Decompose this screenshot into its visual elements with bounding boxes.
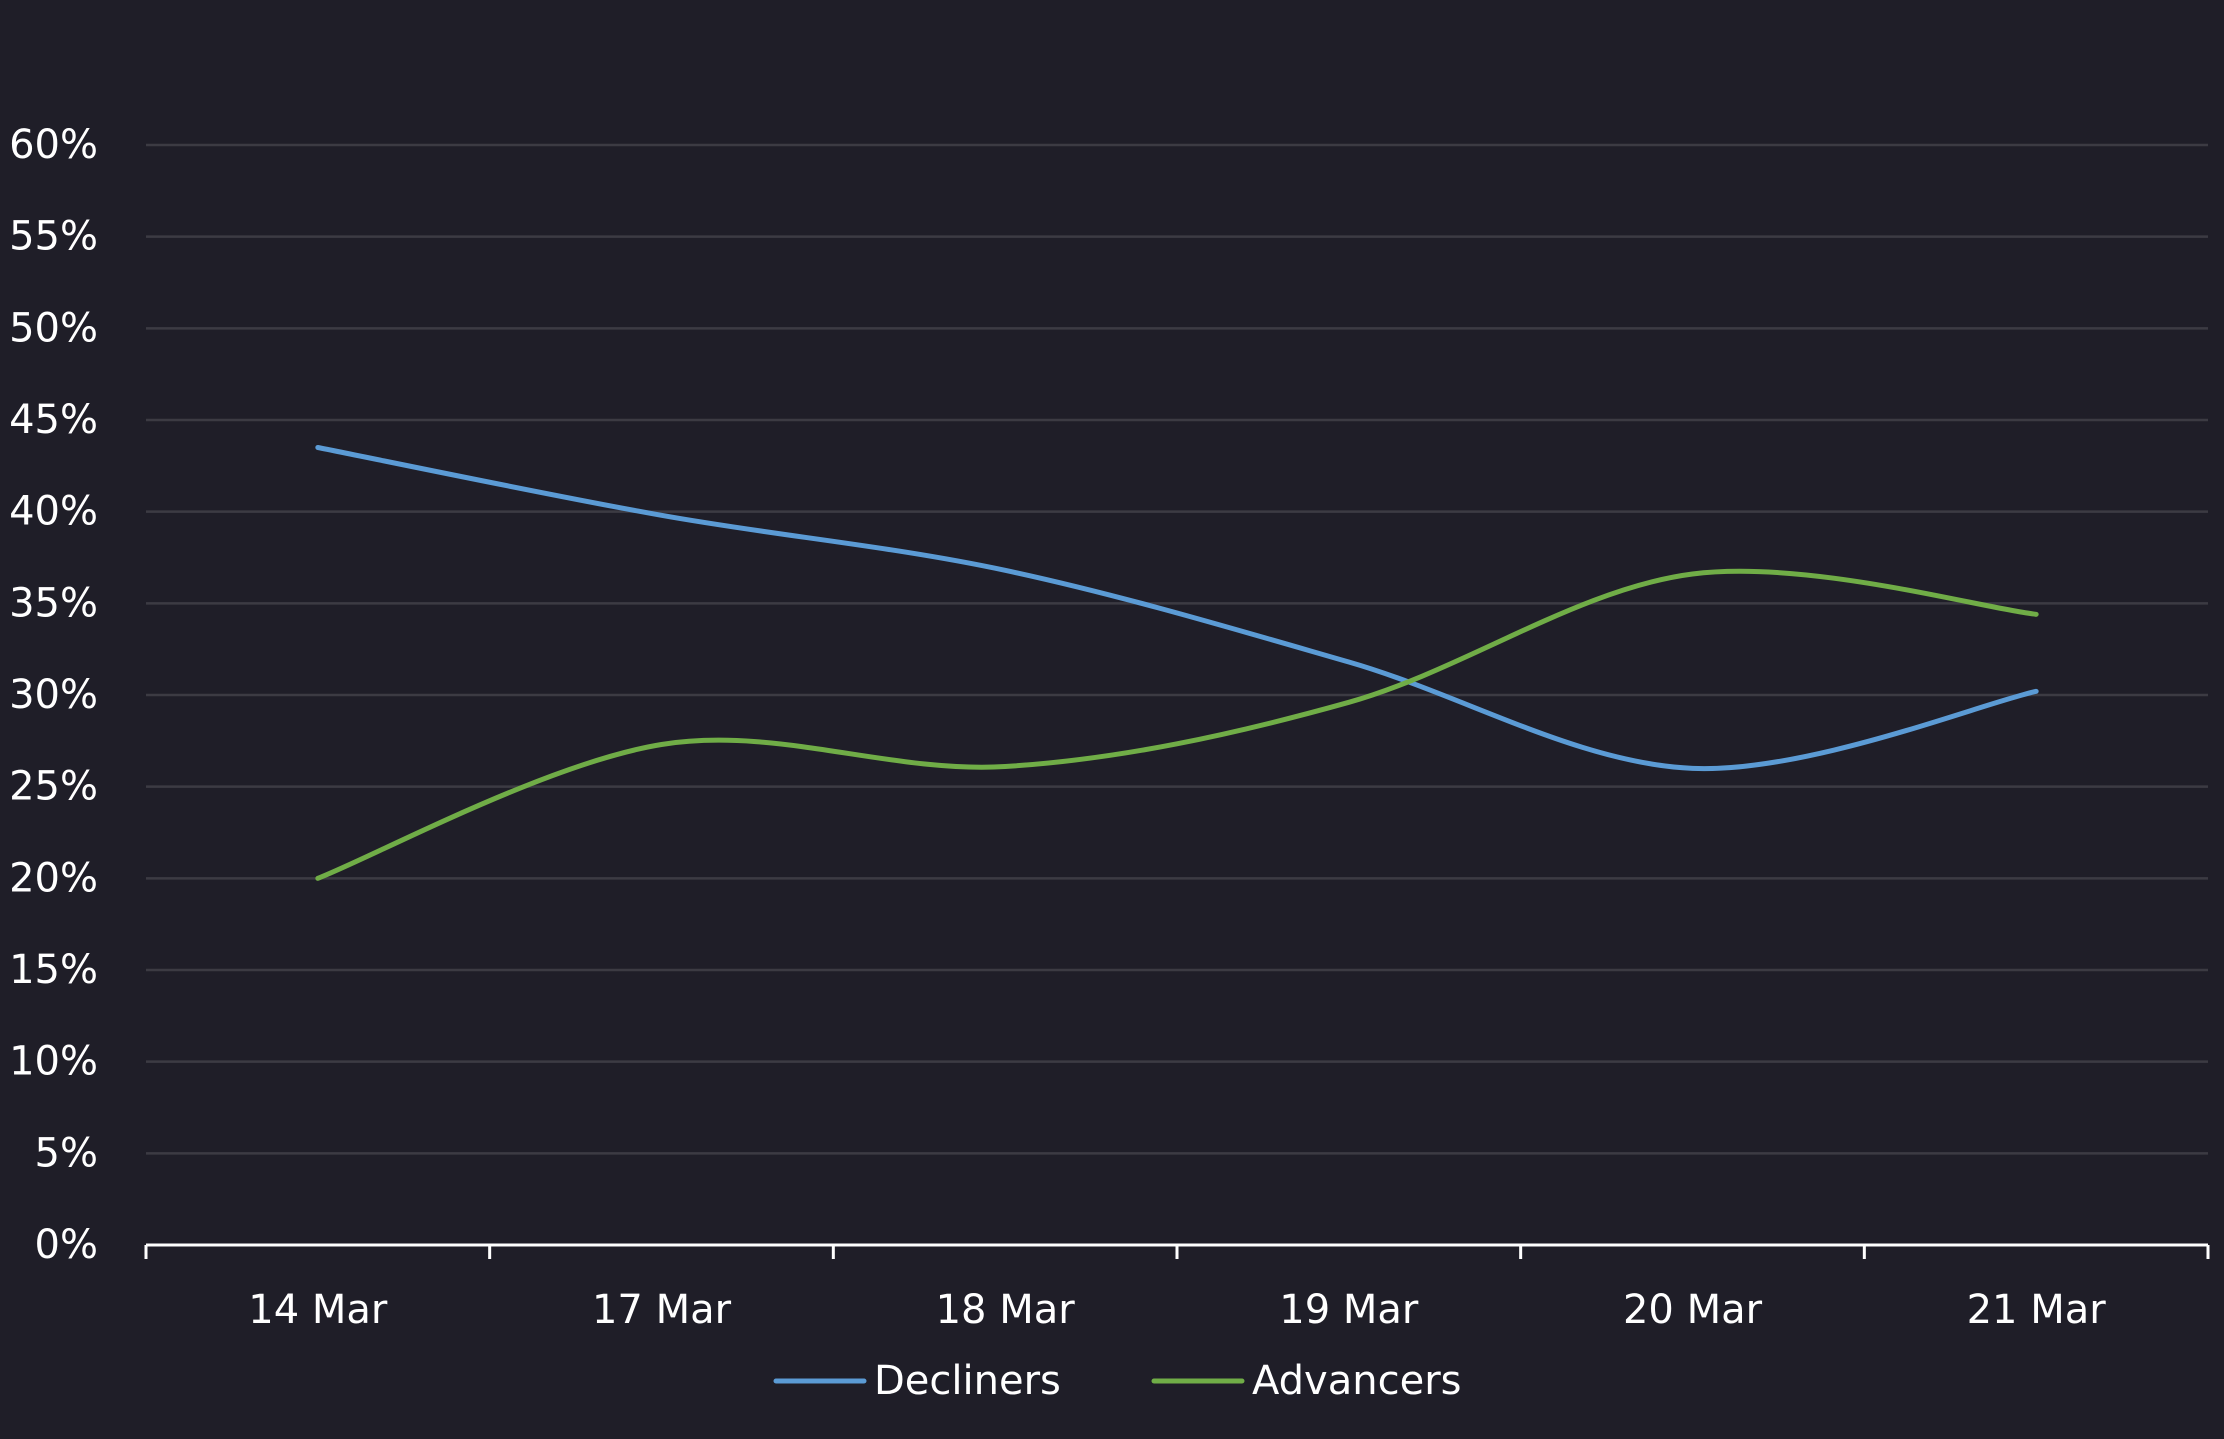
y-tick-label: 50% bbox=[9, 305, 98, 351]
x-tick-label: 17 Mar bbox=[592, 1287, 732, 1333]
y-tick-label: 60% bbox=[9, 122, 98, 168]
legend: Decliners Advancers bbox=[773, 1358, 1461, 1404]
y-tick-label: 30% bbox=[9, 672, 98, 718]
y-tick-label: 20% bbox=[9, 855, 98, 901]
y-tick-label: 25% bbox=[9, 764, 98, 810]
y-axis-tick-labels: 0% 5% 10% 15% 20% 25% 30% 35% 40% 45% 50% 55% 60% bbox=[9, 122, 98, 1268]
x-axis bbox=[144, 1243, 2210, 1259]
series-lines bbox=[315, 445, 2039, 881]
x-tick-label: 20 Mar bbox=[1623, 1287, 1763, 1333]
series-line-decliners bbox=[315, 445, 2039, 772]
y-tick-label: 35% bbox=[9, 580, 98, 626]
legend-label: Decliners bbox=[874, 1358, 1061, 1404]
gridlines bbox=[146, 143, 2208, 1155]
legend-item: Decliners bbox=[773, 1358, 1061, 1404]
y-tick-label: 5% bbox=[35, 1130, 98, 1176]
x-tick-label: 19 Mar bbox=[1279, 1287, 1419, 1333]
y-tick-label: 0% bbox=[35, 1222, 98, 1268]
x-axis-tick-labels: 14 Mar 17 Mar 18 Mar 19 Mar 20 Mar 21 Mar bbox=[248, 1287, 2106, 1333]
y-tick-label: 10% bbox=[9, 1039, 98, 1085]
y-tick-label: 15% bbox=[9, 947, 98, 993]
legend-label: Advancers bbox=[1252, 1358, 1461, 1404]
y-tick-label: 45% bbox=[9, 397, 98, 443]
y-tick-label: 55% bbox=[9, 214, 98, 260]
y-tick-label: 40% bbox=[9, 489, 98, 535]
x-tick-label: 14 Mar bbox=[248, 1287, 388, 1333]
x-tick-label: 21 Mar bbox=[1967, 1287, 2107, 1333]
legend-item: Advancers bbox=[1151, 1358, 1461, 1404]
series-line-advancers bbox=[315, 568, 2039, 881]
x-tick-label: 18 Mar bbox=[936, 1287, 1076, 1333]
